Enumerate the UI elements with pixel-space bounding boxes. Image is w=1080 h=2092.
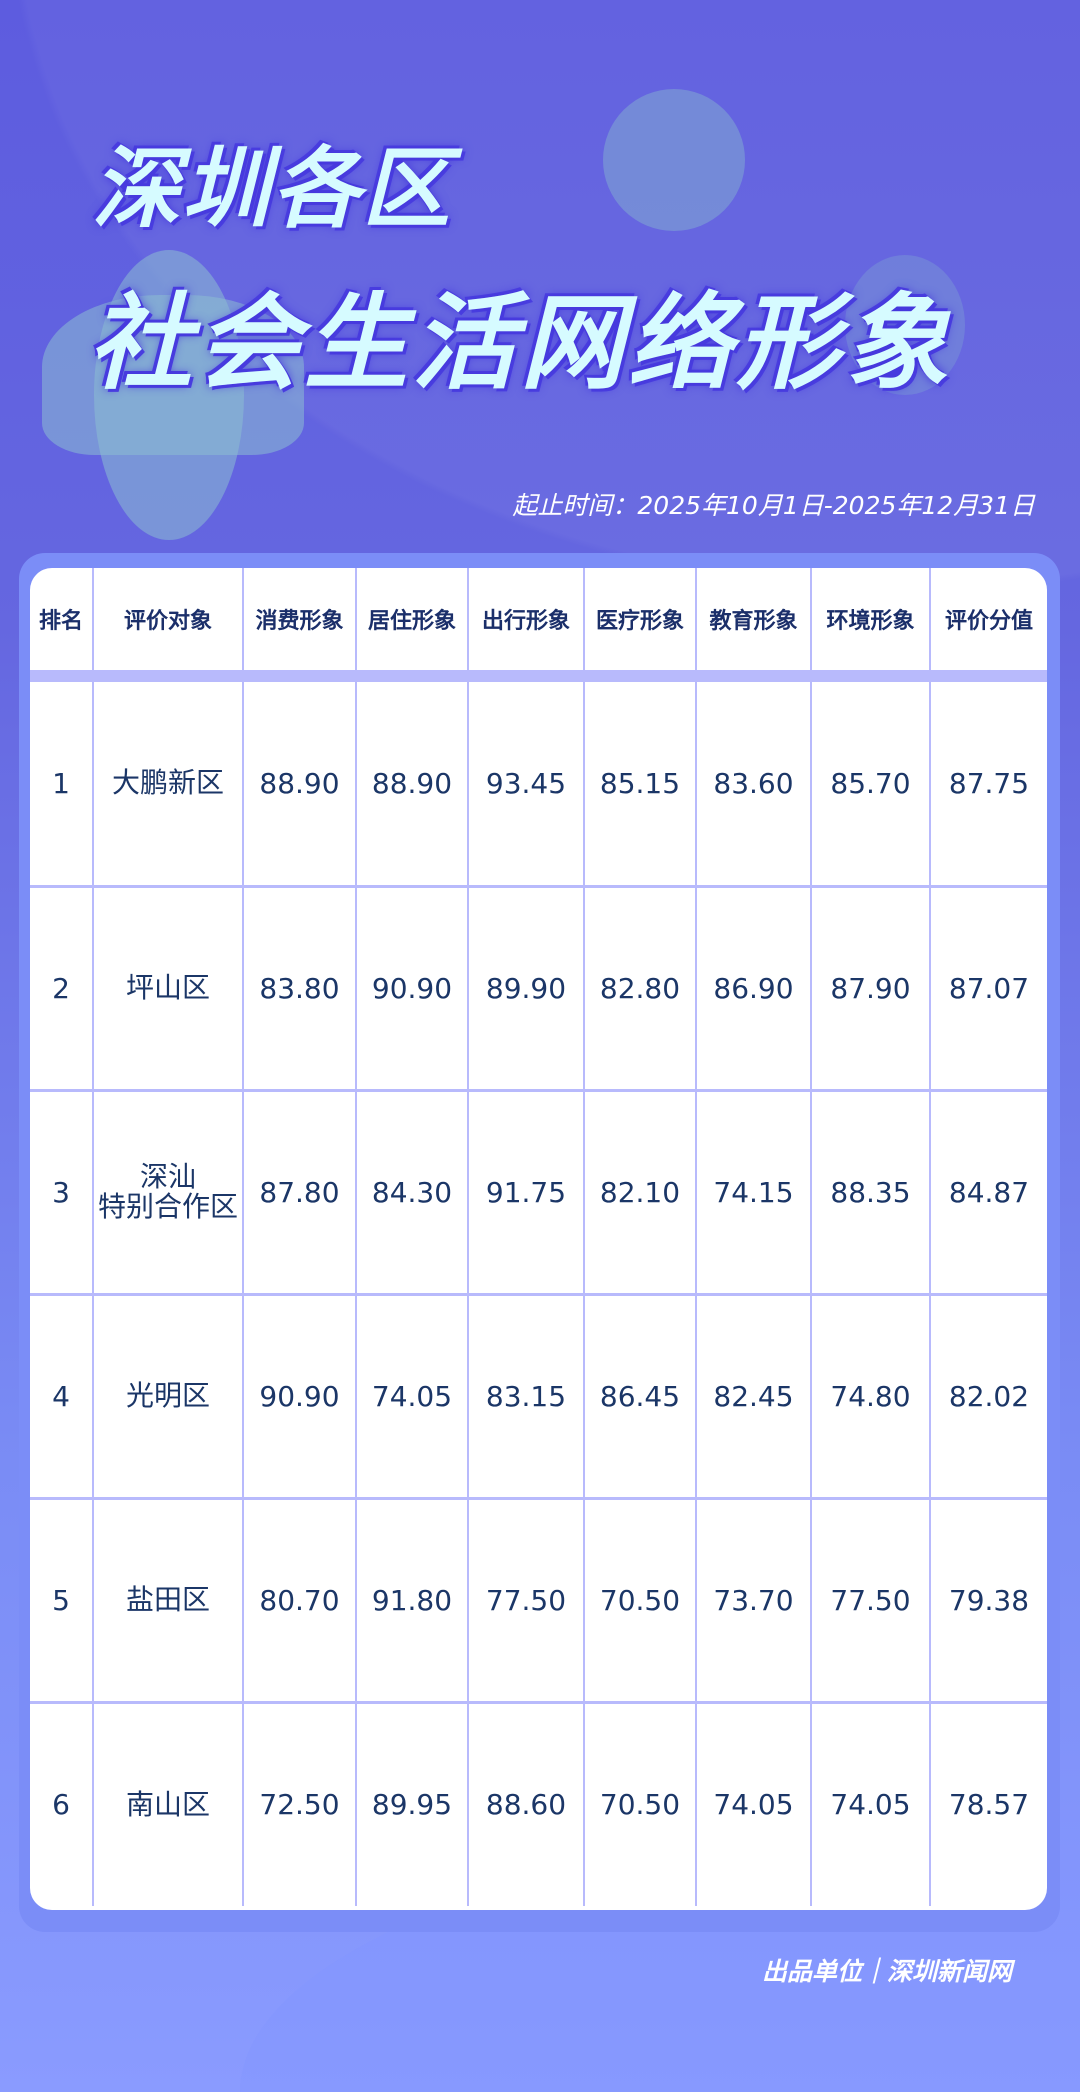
rank-cell: 1 <box>52 766 70 800</box>
score-cell: 84.30 <box>355 1088 468 1294</box>
score-cell: 91.80 <box>355 1496 468 1702</box>
score-cell: 89.95 <box>355 1700 468 1906</box>
ranking-table-card: 排名 评价对象 消费形象 居住形象 出行形象 医疗形象 教育形象 环境形象 评价分值 1 大鹏新区 8… <box>30 568 1047 1910</box>
district-cell: 光明区 <box>92 1292 243 1498</box>
column-header: 排名 <box>38 609 83 634</box>
column-header: 评价对象 <box>92 568 243 670</box>
table-row: 3 深汕 特别合作区 87.80 84.30 91.75 82.10 74.15 88.35 8… <box>30 1088 1047 1294</box>
score-cell: 70.50 <box>583 1700 696 1906</box>
district-cell: 坪山区 <box>92 884 243 1090</box>
column-header: 医疗形象 <box>583 568 696 670</box>
score-cell: 87.07 <box>929 884 1047 1090</box>
rank-cell: 5 <box>30 1496 93 1702</box>
decor-bubble <box>42 295 304 455</box>
rank-cell: 2 <box>30 884 93 1090</box>
score-cell: 89.90 <box>467 884 584 1090</box>
score-cell: 87.90 <box>810 884 930 1090</box>
score-cell: 74.80 <box>810 1292 930 1498</box>
score-cell: 85.15 <box>583 682 696 886</box>
score-cell: 91.75 <box>467 1088 584 1294</box>
score-cell: 87.80 <box>242 1088 356 1294</box>
score-cell: 90.90 <box>355 884 468 1090</box>
score-cell: 88.90 <box>242 682 356 886</box>
column-header: 出行形象 <box>467 568 584 670</box>
score-cell: 77.50 <box>810 1496 930 1702</box>
title-line1: 深圳各区 <box>92 137 453 240</box>
column-header: 消费形象 <box>242 568 356 670</box>
score-cell: 84.87 <box>929 1088 1047 1294</box>
score-cell: 74.05 <box>810 1700 930 1906</box>
score-cell: 73.70 <box>695 1496 811 1702</box>
score-cell: 74.15 <box>695 1088 811 1294</box>
decor-bubble <box>845 255 965 395</box>
table-row: 5 盐田区 80.70 91.80 77.50 70.50 73.70 77.50 79.38 <box>30 1496 1047 1702</box>
column-header: 评价分值 <box>929 568 1047 670</box>
rank-cell: 4 <box>30 1292 93 1498</box>
score-cell: 77.50 <box>467 1496 584 1702</box>
table-row: 6 南山区 72.50 89.95 88.60 70.50 74.05 74.05 78.57 <box>30 1700 1047 1906</box>
header-row: 排名 评价对象 消费形象 居住形象 出行形象 医疗形象 教育形象 环境形象 评价分值 <box>30 568 1047 670</box>
score-cell: 72.50 <box>242 1700 356 1906</box>
column-header: 教育形象 <box>695 568 811 670</box>
score-cell: 85.70 <box>810 682 930 886</box>
publisher-credit: 出品单位｜深圳新闻网 <box>761 1957 1012 1986</box>
score-cell: 78.57 <box>929 1700 1047 1906</box>
score-cell: 90.90 <box>242 1292 356 1498</box>
table-row: 1 大鹏新区 88.90 88.90 93.45 85.15 83.60 85.70 87.75 <box>30 682 1047 886</box>
table-row: 2 坪山区 83.80 90.90 89.90 82.80 86.90 87.90 87.07 <box>30 884 1047 1090</box>
decor-bubble <box>603 89 745 231</box>
divider-bar <box>30 670 1047 682</box>
score-cell: 86.45 <box>583 1292 696 1498</box>
score-cell: 82.02 <box>929 1292 1047 1498</box>
score-cell: 83.80 <box>242 884 356 1090</box>
ranking-table: 排名 评价对象 消费形象 居住形象 出行形象 医疗形象 教育形象 环境形象 评价分值 1 大鹏新区 8… <box>30 568 1047 1906</box>
rank-cell: 3 <box>30 1088 93 1294</box>
score-cell: 82.10 <box>583 1088 696 1294</box>
title-line2: 社会生活网络形象 <box>88 282 953 404</box>
score-cell: 74.05 <box>695 1700 811 1906</box>
score-cell: 86.90 <box>695 884 811 1090</box>
date-range: 起止时间：2025年10月1日-2025年12月31日 <box>512 491 1035 520</box>
header-divider <box>30 670 1047 682</box>
score-cell: 83.60 <box>695 682 811 886</box>
column-header: 居住形象 <box>355 568 468 670</box>
score-cell: 93.45 <box>467 682 584 886</box>
district-cell: 盐田区 <box>92 1496 243 1702</box>
score-cell: 82.80 <box>583 884 696 1090</box>
score-cell: 88.60 <box>467 1700 584 1906</box>
score-cell: 88.90 <box>355 682 468 886</box>
district-cell: 深汕 特别合作区 <box>92 1088 243 1294</box>
score-cell: 79.38 <box>929 1496 1047 1702</box>
score-cell: 70.50 <box>583 1496 696 1702</box>
score-cell: 80.70 <box>242 1496 356 1702</box>
score-cell: 83.15 <box>467 1292 584 1498</box>
score-cell: 74.05 <box>355 1292 468 1498</box>
score-cell: 87.75 <box>929 682 1047 886</box>
rank-cell: 6 <box>30 1700 93 1906</box>
district-cell: 南山区 <box>92 1700 243 1906</box>
district-cell: 大鹏新区 <box>92 682 243 886</box>
score-cell: 82.45 <box>695 1292 811 1498</box>
score-cell: 88.35 <box>810 1088 930 1294</box>
column-header: 环境形象 <box>810 568 930 670</box>
table-row: 4 光明区 90.90 74.05 83.15 86.45 82.45 74.80 82.02 <box>30 1292 1047 1498</box>
